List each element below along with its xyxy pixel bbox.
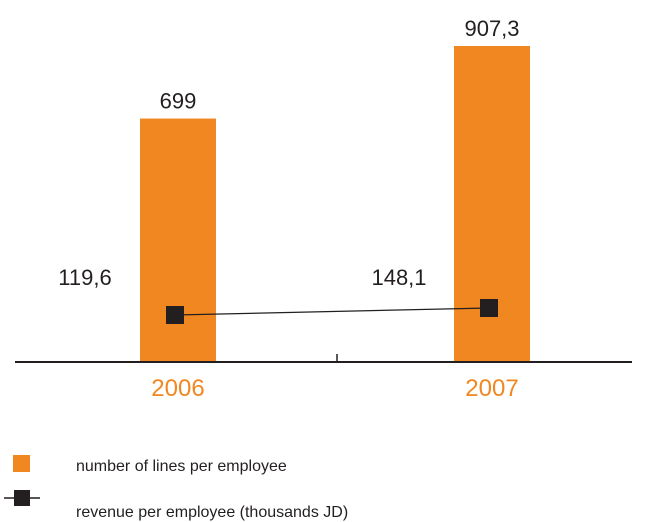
revenue-line (174, 307, 490, 316)
revenue-marker-2007 (480, 299, 498, 317)
line-layer (166, 299, 498, 324)
legend-label-lines: number of lines per employee (76, 458, 287, 475)
legend-item-lines: number of lines per employee (0, 452, 647, 482)
chart: 699 2006 907,3 2007 119,6 148,1 (15, 16, 632, 402)
bar-value-label-2006: 699 (160, 89, 197, 114)
legend-line-marker-icon (4, 490, 40, 506)
bar-value-label-2007: 907,3 (464, 16, 519, 41)
legend-orange-swatch-icon (13, 455, 30, 472)
category-label-2006: 2006 (151, 375, 204, 402)
legend-label-revenue: revenue per employee (thousands JD) (76, 504, 349, 521)
legend-item-revenue: revenue per employee (thousands JD) (0, 488, 647, 521)
revenue-value-label-2007: 148,1 (371, 265, 426, 290)
category-label-2007: 2007 (465, 375, 518, 402)
bars-layer (140, 46, 530, 362)
labels-layer: 699 2006 907,3 2007 119,6 148,1 (58, 16, 519, 402)
bar-2006 (140, 118, 216, 362)
revenue-value-label-2006: 119,6 (58, 265, 111, 290)
revenue-marker-2006 (166, 306, 184, 324)
